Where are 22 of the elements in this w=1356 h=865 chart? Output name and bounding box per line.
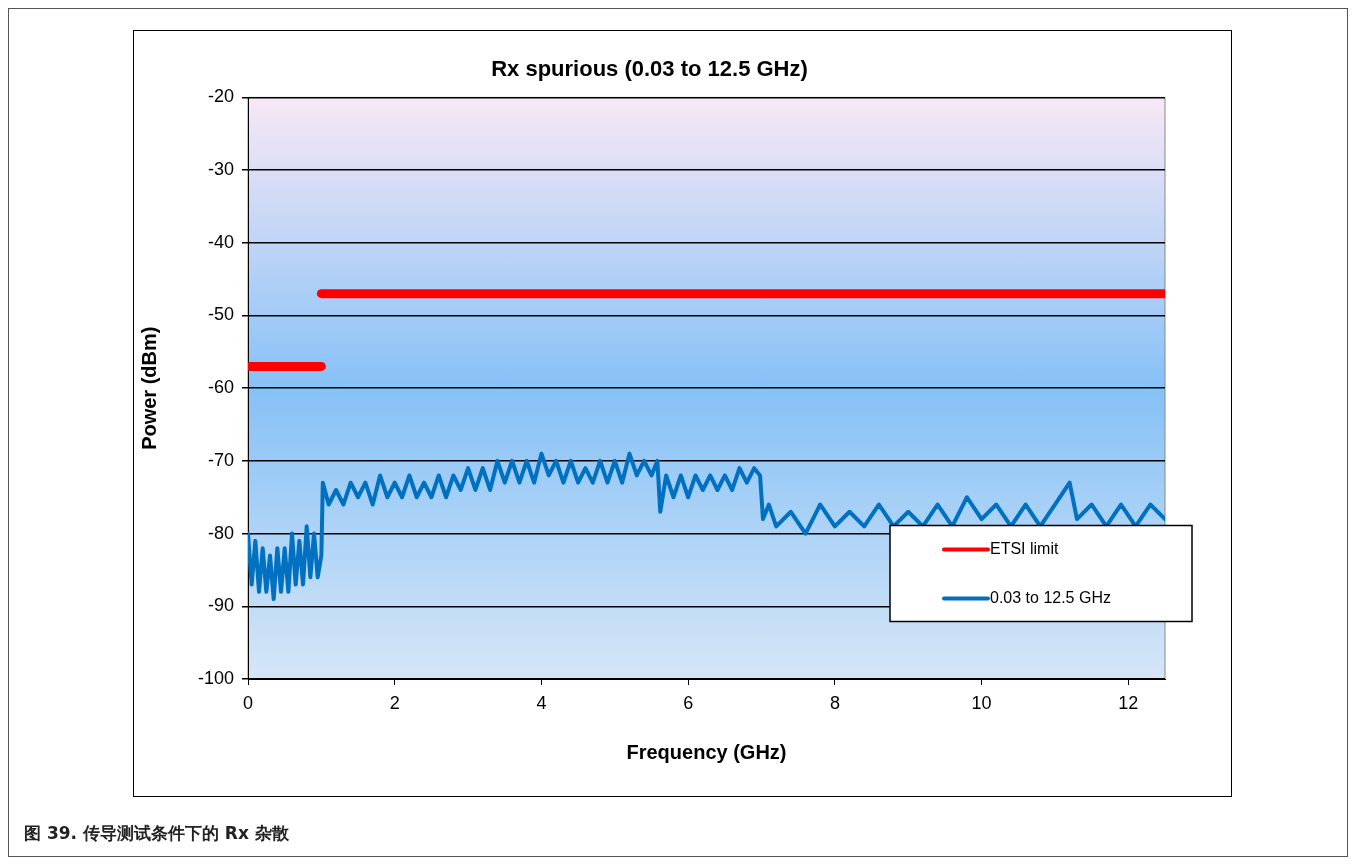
y-tick-label: -80 <box>207 522 234 543</box>
x-tick-label: 0 <box>242 692 254 713</box>
x-tick-label: 10 <box>971 692 992 713</box>
y-tick-label: -100 <box>197 667 234 688</box>
caption: 图 39. 传导测试条件下的 Rx 杂散 <box>24 822 289 845</box>
legend-label: 0.03 to 12.5 GHz <box>990 589 1111 607</box>
y-axis-title: Power (dBm) <box>137 326 160 450</box>
x-tick-label: 8 <box>829 692 840 713</box>
y-tick-label: -60 <box>207 377 234 398</box>
y-tick-label: -40 <box>207 231 234 252</box>
y-tick-label: -70 <box>207 449 234 470</box>
y-tick-label: -90 <box>207 595 234 616</box>
chart-title: Rx spurious (0.03 to 12.5 GHz) <box>491 56 808 82</box>
x-tick-label: 6 <box>683 692 694 713</box>
y-tick-label: -50 <box>207 304 234 325</box>
y-tick-label: -20 <box>207 86 234 107</box>
x-tick-label: 12 <box>1118 692 1139 713</box>
x-axis-title: Frequency (GHz) <box>626 740 787 763</box>
y-tick-label: -30 <box>207 159 234 180</box>
legend-label: ETSI limit <box>990 540 1059 558</box>
x-tick-label: 2 <box>389 692 400 713</box>
x-tick-label: 4 <box>536 692 547 713</box>
